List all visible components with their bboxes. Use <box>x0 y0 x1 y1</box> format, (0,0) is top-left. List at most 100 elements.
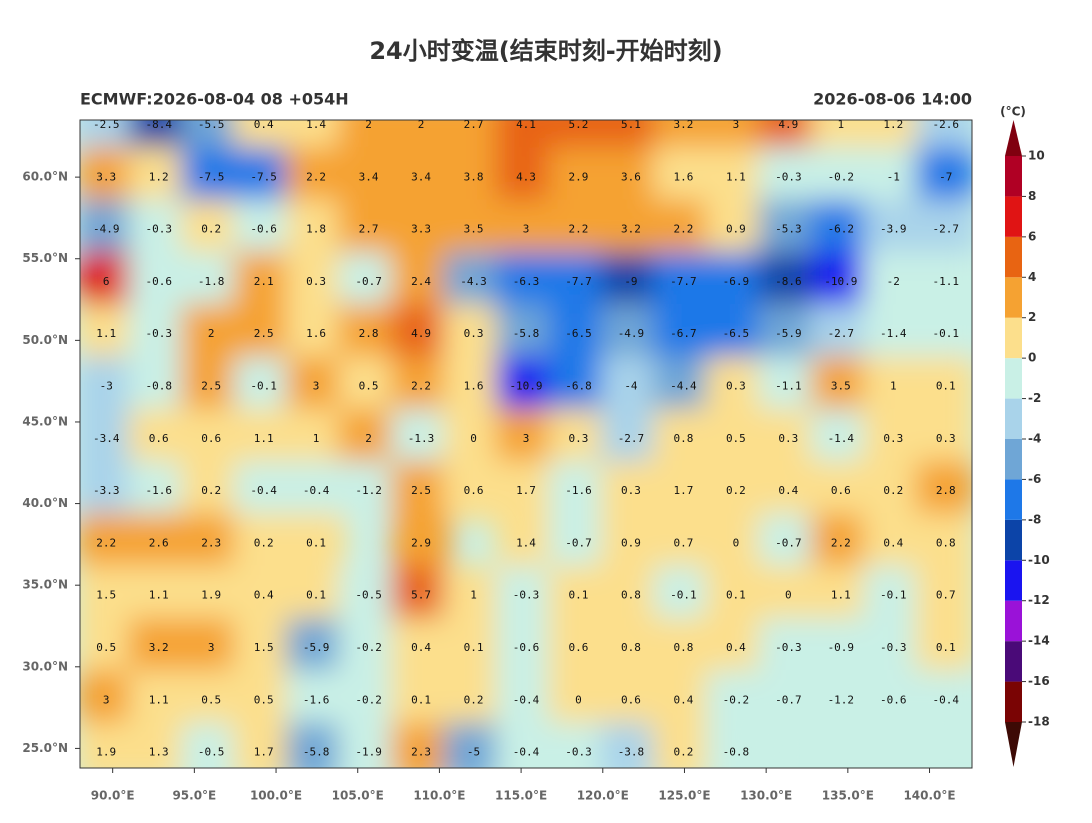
field-cell <box>653 251 714 313</box>
grid-value: 2.9 <box>411 536 431 549</box>
map-frame <box>79 119 973 769</box>
grid-value: -2.5 <box>93 118 120 131</box>
grid-value: -4 <box>624 380 638 393</box>
colorbar-min-arrow <box>1005 722 1022 767</box>
grid-value: 1.7 <box>673 484 693 497</box>
field-cell <box>548 251 609 313</box>
grid-value: 4.1 <box>516 118 536 131</box>
field-cell <box>600 513 662 574</box>
grid-value: -0.7 <box>565 536 592 549</box>
grid-value: -0.2 <box>355 693 382 706</box>
grid-value: -6.7 <box>670 327 697 340</box>
field-cell <box>180 408 242 469</box>
field-cell <box>653 199 714 260</box>
grid-value: -7 <box>939 170 952 183</box>
grid-value: -5.8 <box>513 327 540 340</box>
grid-value: -4.3 <box>460 275 487 288</box>
field-cell <box>390 617 452 679</box>
grid-value: 0.1 <box>726 589 746 602</box>
field-cell <box>338 460 399 522</box>
field-cell <box>285 617 347 679</box>
field-cell <box>80 565 137 626</box>
grid-value: -0.7 <box>355 275 382 288</box>
field-cell <box>338 617 399 679</box>
field-cell <box>285 722 347 768</box>
grid-value: 0.6 <box>464 484 484 497</box>
grid-value: 3.5 <box>831 380 851 393</box>
y-tick-label: 55.0°N <box>22 251 68 265</box>
colorbar-tick-label: -12 <box>1028 593 1050 607</box>
grid-value: 0.2 <box>201 223 221 236</box>
field-cell <box>810 304 872 365</box>
field-cell <box>495 408 557 469</box>
grid-value: 0 <box>470 432 477 445</box>
field-cell <box>810 251 872 313</box>
field-cell <box>495 251 557 313</box>
grid-value: 0.1 <box>306 536 326 549</box>
grid-value: 0.7 <box>936 589 956 602</box>
grid-value: -5.8 <box>303 746 330 759</box>
grid-value: 1.5 <box>96 589 116 602</box>
field-cell <box>443 251 504 313</box>
grid-value: 0.5 <box>359 380 379 393</box>
field-cell <box>653 670 714 731</box>
field-cell <box>548 722 609 768</box>
field-cell <box>863 147 924 208</box>
field-cell <box>233 356 294 417</box>
grid-value: -1.6 <box>565 484 592 497</box>
title: 24小时变温(结束时刻-开始时刻) <box>369 37 722 65</box>
field-cell <box>338 356 399 417</box>
grid-value: -1.9 <box>355 746 382 759</box>
field-cell <box>653 565 714 626</box>
grid-value: 0.4 <box>254 589 274 602</box>
field-cell <box>128 722 189 768</box>
field-cell <box>233 460 294 522</box>
field-cell <box>653 722 714 768</box>
field-cell <box>653 460 714 522</box>
field-cell <box>705 722 767 768</box>
grid-value: 2.3 <box>201 536 221 549</box>
colorbar-tick-label: 0 <box>1028 351 1036 365</box>
grid-value: 5.7 <box>411 589 431 602</box>
grid-value: 0.5 <box>254 693 274 706</box>
field-cell <box>495 670 557 731</box>
field-cell <box>758 408 819 469</box>
field-cell <box>233 617 294 679</box>
colorbar-tick-label: 2 <box>1028 310 1036 324</box>
grid-value: -1.6 <box>145 484 172 497</box>
grid-value: 0.2 <box>254 536 274 549</box>
colorbar-tick-label: -10 <box>1028 553 1050 567</box>
grid-value: -0.7 <box>775 693 802 706</box>
grid-value: 1.8 <box>306 223 326 236</box>
field-cell <box>758 356 819 417</box>
grid-value: -0.7 <box>775 536 802 549</box>
colorbar-segment <box>1005 681 1022 722</box>
field-cell <box>915 147 972 208</box>
grid-value: 1.4 <box>516 536 536 549</box>
x-tick-label: 95.0°E <box>172 789 216 803</box>
grid-value: 0.3 <box>883 432 903 445</box>
grid-value: -0.1 <box>880 589 907 602</box>
grid-value: 1.9 <box>201 589 221 602</box>
field-cell <box>915 670 972 731</box>
field-cell <box>180 199 242 260</box>
field-cell <box>705 147 767 208</box>
field-cell <box>80 617 137 679</box>
grid-value: -2.7 <box>828 327 855 340</box>
colorbar-segment <box>1005 398 1022 439</box>
grid-value: -1.4 <box>828 432 855 445</box>
field-cell <box>443 147 504 208</box>
colorbar-tick-label: 6 <box>1028 229 1036 243</box>
field-cell <box>758 565 819 626</box>
grid-value: 3.2 <box>621 223 641 236</box>
field-cell <box>180 147 242 208</box>
grid-value: 3.6 <box>621 170 641 183</box>
field-cell <box>80 670 137 731</box>
grid-value: -0.4 <box>250 484 277 497</box>
grid-value: 0.8 <box>673 432 693 445</box>
grid-value: 4.3 <box>516 170 536 183</box>
grid-value: 3.4 <box>359 170 379 183</box>
grid-value: 2.2 <box>306 170 326 183</box>
grid-value: 2.7 <box>359 223 379 236</box>
grid-value: -0.3 <box>880 641 907 654</box>
